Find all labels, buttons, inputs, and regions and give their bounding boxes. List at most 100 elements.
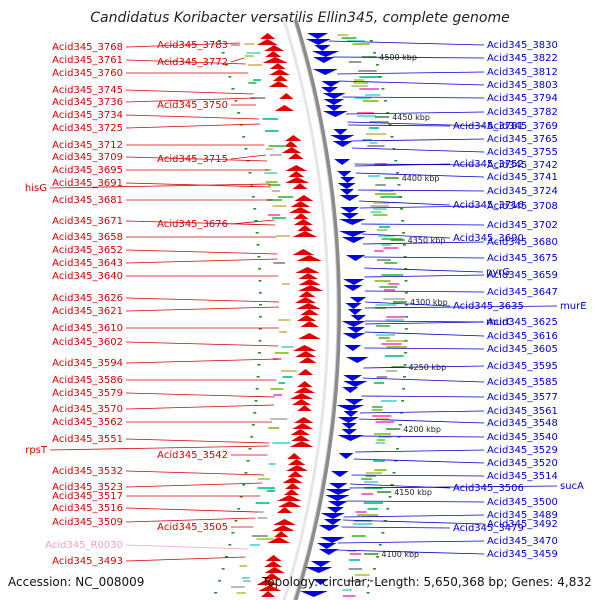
leader-line-right (343, 519, 485, 525)
forward-gene-mark (285, 177, 310, 183)
minor-tick (258, 304, 262, 306)
gene-label-left: Acid345_3750 (157, 100, 228, 111)
minor-tick (401, 220, 405, 222)
feature-bar (386, 316, 405, 318)
forward-gene-mark (288, 171, 305, 177)
kbp-tick-label: 4350 kbp (408, 236, 446, 245)
label-leader-lines (49, 40, 558, 562)
gene-label-right: pyrG (486, 267, 510, 278)
forward-gene-mark (285, 135, 302, 141)
leader-line-right (341, 526, 451, 529)
feature-bar (374, 193, 397, 195)
minor-tick (258, 268, 262, 270)
reverse-gene-mark (341, 237, 366, 243)
forward-gene-mark (293, 219, 313, 225)
feature-bar (367, 508, 379, 510)
reverse-gene-mark (337, 417, 360, 423)
feature-bar (268, 463, 276, 465)
leader-line-right (362, 233, 451, 239)
feature-bar (385, 340, 406, 342)
feature-bar (277, 196, 294, 198)
minor-tick (404, 268, 408, 270)
feature-bar (370, 205, 389, 207)
feature-bar (373, 382, 385, 384)
feature-bar (342, 589, 353, 591)
feature-bar (369, 142, 378, 144)
gene-label-left: Acid345_3562 (52, 417, 123, 428)
feature-bar (348, 61, 362, 63)
leader-line-left (125, 544, 248, 550)
forward-gene-mark (288, 207, 312, 213)
kbp-tick-label: 4100 kbp (381, 550, 419, 559)
reverse-gene-mark (316, 543, 337, 549)
reverse-gene-mark (336, 405, 365, 411)
gene-label-left: Acid345_3610 (52, 323, 123, 334)
reverse-gene-mark (334, 159, 351, 165)
reverse-gene-mark (338, 453, 354, 459)
minor-tick (234, 100, 238, 102)
gene-label-right: Acid345_3781 (453, 121, 524, 132)
gene-label-right: Acid345_3812 (487, 67, 558, 78)
leader-line-right (357, 435, 485, 438)
reverse-gene-mark (307, 33, 329, 39)
feature-bar (277, 319, 291, 321)
reverse-gene-mark (325, 105, 343, 111)
minor-tick (388, 496, 392, 498)
forward-gene-mark (263, 573, 281, 579)
leader-line-left (125, 97, 255, 103)
leader-line-right (364, 301, 451, 307)
feature-bar (282, 376, 293, 378)
gene-label-left: Acid345_3542 (157, 450, 228, 461)
leader-line-right (364, 305, 558, 309)
leader-line-left (125, 89, 254, 95)
forward-gene-mark (287, 471, 304, 477)
leader-line-left (125, 517, 256, 523)
gene-label-right: Acid345_3724 (487, 186, 558, 197)
forward-gene-mark (292, 231, 318, 237)
reverse-gene-mark (314, 45, 331, 51)
feature-bar (262, 118, 279, 120)
feature-bar (359, 88, 380, 90)
leader-line-right (332, 56, 485, 59)
minor-tick (404, 328, 408, 330)
feature-bar (384, 355, 404, 357)
feature-bar (346, 40, 365, 42)
gene-label-right: Acid345_3529 (487, 445, 558, 456)
reverse-gene-mark (329, 483, 348, 489)
leader-line-right (359, 205, 485, 209)
minor-tick (403, 256, 407, 258)
minor-tick (381, 88, 385, 90)
leader-line-left (125, 438, 270, 444)
leader-line-left (49, 183, 271, 189)
gene-label-right: Acid345_3625 (487, 317, 558, 328)
gene-label-right: Acid345_3548 (487, 418, 558, 429)
forward-gene-mark (265, 51, 282, 57)
leader-line-right (349, 483, 451, 489)
forward-gene-mark (300, 321, 319, 327)
minor-tick (251, 424, 255, 426)
reverse-gene-mark (343, 279, 365, 285)
gene-label-left: Acid345_3652 (52, 245, 123, 256)
forward-gene-mark (293, 417, 314, 423)
figure-title: Candidatus Koribacter versatilis Ellin34… (90, 10, 510, 26)
leader-line-right (359, 410, 485, 414)
leader-line-left (125, 470, 265, 476)
reverse-gene-mark (325, 495, 350, 501)
reverse-gene-mark (327, 501, 348, 507)
feature-bar (257, 487, 275, 489)
feature-bar (342, 595, 356, 597)
feature-bar (378, 226, 391, 228)
feature-bar (244, 55, 254, 57)
reverse-gene-mark (330, 135, 355, 141)
forward-gene-mark (259, 33, 276, 39)
feature-bar (355, 511, 367, 513)
gene-label-left: Acid345_3643 (52, 258, 123, 269)
feature-bar (257, 517, 268, 519)
feature-bar (365, 475, 376, 477)
feature-bar (381, 244, 392, 246)
gene-label-left: Acid345_3586 (52, 375, 123, 386)
feature-bar (273, 262, 286, 264)
leader-line-right (361, 223, 485, 226)
leader-line-right (362, 241, 485, 245)
forward-gene-mark (269, 63, 286, 69)
